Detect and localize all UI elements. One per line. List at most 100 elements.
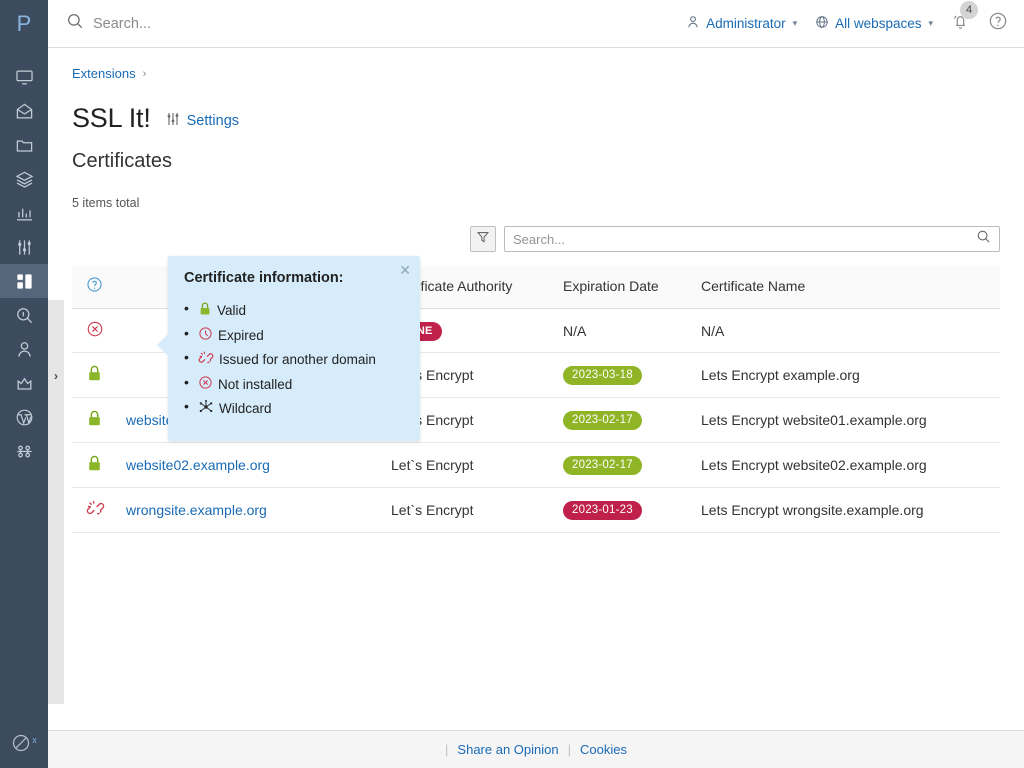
row-status-cell — [72, 397, 126, 443]
domain-link[interactable]: wrongsite.example.org — [126, 502, 267, 518]
close-icon[interactable]: ✕ — [399, 262, 411, 278]
wordpress-icon — [15, 408, 34, 427]
notifications-button[interactable]: 4 — [951, 0, 978, 36]
status-badge: 2023-02-17 — [563, 411, 642, 430]
sidebar-item-wordpress[interactable] — [0, 400, 48, 434]
sidebar-item-databases[interactable] — [0, 162, 48, 196]
red-clock-icon — [198, 326, 213, 344]
sidebar-item-files[interactable] — [0, 128, 48, 162]
monitor-icon — [15, 68, 34, 87]
row-certname-cell: Lets Encrypt example.org — [701, 352, 1000, 398]
page-content: Extensions › SSL It! Settings Certificat… — [48, 48, 1024, 730]
red-broken-link-icon — [86, 500, 105, 521]
red-x-circle-icon — [86, 321, 104, 341]
row-status-cell — [72, 487, 126, 533]
row-authority-cell: Let`s Encrypt — [391, 487, 563, 533]
red-x-circle-icon — [198, 375, 213, 393]
folder-icon — [15, 136, 34, 155]
row-expiration-cell: N/A — [563, 308, 701, 353]
search-input[interactable] — [93, 15, 393, 32]
sidebar-item-statistics[interactable] — [0, 196, 48, 230]
sidebar-item-monitor[interactable] — [0, 60, 48, 94]
nodes-icon — [15, 442, 34, 461]
global-search[interactable] — [66, 12, 686, 35]
row-expiration-cell: 2023-02-17 — [563, 397, 701, 443]
sidebar-item-extensions[interactable] — [0, 264, 48, 298]
status-badge: 2023-02-17 — [563, 456, 642, 475]
tooltip-title: Certificate information: — [184, 270, 344, 286]
title-row: SSL It! Settings — [72, 103, 1000, 134]
column-certificate-name: Certificate Name — [701, 266, 1000, 309]
bar-chart-icon — [15, 204, 34, 223]
cookies-link[interactable]: Cookies — [580, 742, 627, 757]
legend-label: Wildcard — [219, 401, 272, 416]
row-status-cell — [72, 352, 126, 398]
sidebar-item-licenses[interactable] — [0, 366, 48, 400]
chevron-down-icon: ▾ — [928, 18, 933, 28]
share-opinion-link[interactable]: Share an Opinion — [457, 742, 559, 757]
settings-link[interactable]: Settings — [165, 111, 239, 131]
footer-divider-left: | — [445, 742, 449, 757]
row-status-cell — [72, 308, 126, 353]
sidebar-bottom-badge: x — [32, 735, 37, 745]
row-authority-cell: Let`s Encrypt — [391, 442, 563, 488]
breadcrumb-extensions[interactable]: Extensions — [72, 66, 136, 81]
crown-icon — [15, 374, 34, 393]
sliders-icon — [165, 111, 181, 131]
sidebar-item-hosting[interactable] — [0, 434, 48, 468]
domain-link[interactable]: website02.example.org — [126, 457, 270, 473]
table-row[interactable]: website02.example.org Let`s Encrypt 2023… — [72, 442, 1000, 488]
help-button[interactable] — [988, 11, 1008, 36]
top-bar-right: Administrator ▾ All webspaces ▾ 4 — [686, 0, 1008, 36]
account-menu[interactable]: Administrator ▾ — [686, 15, 797, 32]
green-padlock-icon — [86, 365, 103, 386]
user-icon — [686, 15, 700, 32]
plesk-logo: P — [16, 11, 32, 36]
certificate-info-tooltip: ✕ Certificate information: Valid Expired… — [157, 256, 420, 441]
row-expiration-cell: 2023-02-17 — [563, 442, 701, 488]
column-expiration-date: Expiration Date — [563, 266, 701, 309]
sidebar-item-users[interactable] — [0, 332, 48, 366]
chevron-down-icon: ▾ — [792, 18, 798, 28]
top-bar: Administrator ▾ All webspaces ▾ 4 — [48, 0, 1024, 48]
sidebar-item-tools[interactable] — [0, 230, 48, 264]
table-search[interactable] — [504, 226, 1000, 252]
settings-label: Settings — [186, 113, 240, 129]
list-item: Expired — [184, 323, 404, 347]
row-expiration-cell: 2023-03-18 — [563, 352, 701, 398]
layers-icon — [15, 170, 34, 189]
list-item: Valid — [184, 298, 404, 323]
sidebar-bottom-action[interactable]: x — [0, 733, 48, 758]
tooltip-legend-list: Valid Expired Issued for another domain … — [184, 298, 404, 421]
footer-divider: | — [567, 742, 571, 757]
page-title: SSL It! — [72, 103, 151, 133]
row-domain-cell: website02.example.org — [126, 442, 391, 488]
help-circle-icon — [988, 11, 1008, 36]
help-circle-icon[interactable] — [86, 277, 103, 296]
green-padlock-icon — [86, 455, 103, 476]
legend-label: Not installed — [218, 376, 293, 392]
legend-label: Valid — [217, 303, 247, 318]
sidebar-expand-handle[interactable]: › — [54, 369, 58, 383]
sidebar-item-mail[interactable] — [0, 94, 48, 128]
list-item: Not installed — [184, 372, 404, 396]
table-row[interactable]: wrongsite.example.org Let`s Encrypt 2023… — [72, 487, 1000, 533]
row-certname-cell: Lets Encrypt wrongsite.example.org — [701, 487, 1000, 533]
filter-funnel-icon — [476, 230, 490, 249]
row-expiration-cell: 2023-01-23 — [563, 487, 701, 533]
row-certname-cell: Lets Encrypt website02.example.org — [701, 442, 1000, 488]
table-search-input[interactable] — [513, 231, 970, 247]
status-badge: 2023-03-18 — [563, 366, 642, 385]
search-icon — [66, 12, 84, 35]
green-padlock-icon — [198, 301, 212, 320]
sidebar-collapse-strip — [48, 300, 64, 704]
sidebar-item-search[interactable] — [0, 298, 48, 332]
items-total-label: 5 items total — [72, 196, 140, 210]
wildcard-nodes-icon — [198, 399, 214, 418]
filter-button[interactable] — [470, 226, 496, 252]
globe-icon — [815, 15, 829, 32]
status-badge: 2023-01-23 — [563, 501, 642, 520]
workspace-menu[interactable]: All webspaces ▾ — [815, 15, 933, 32]
legend-label: Issued for another domain — [219, 352, 376, 367]
